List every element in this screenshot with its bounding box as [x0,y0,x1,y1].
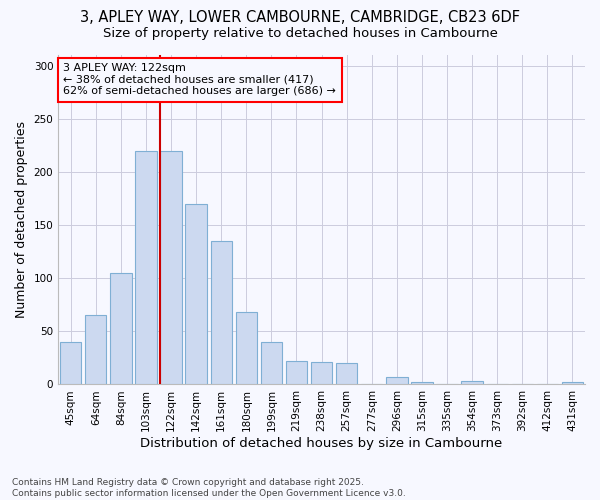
Bar [386,377,407,384]
Text: 3 APLEY WAY: 122sqm
← 38% of detached houses are smaller (417)
62% of semi-detac: 3 APLEY WAY: 122sqm ← 38% of detached ho… [64,63,337,96]
Bar [236,312,257,384]
Text: 3, APLEY WAY, LOWER CAMBOURNE, CAMBRIDGE, CB23 6DF: 3, APLEY WAY, LOWER CAMBOURNE, CAMBRIDGE… [80,10,520,25]
Bar [85,316,106,384]
Bar [261,342,282,384]
Text: Contains HM Land Registry data © Crown copyright and database right 2025.
Contai: Contains HM Land Registry data © Crown c… [12,478,406,498]
Bar [136,150,157,384]
Bar [211,241,232,384]
Bar [160,150,182,384]
Bar [110,273,131,384]
Bar [411,382,433,384]
Bar [286,361,307,384]
Bar [185,204,207,384]
Text: Size of property relative to detached houses in Cambourne: Size of property relative to detached ho… [103,28,497,40]
Bar [60,342,82,384]
Bar [562,382,583,384]
X-axis label: Distribution of detached houses by size in Cambourne: Distribution of detached houses by size … [140,437,503,450]
Bar [311,362,332,384]
Bar [461,382,483,384]
Bar [336,363,358,384]
Y-axis label: Number of detached properties: Number of detached properties [15,121,28,318]
